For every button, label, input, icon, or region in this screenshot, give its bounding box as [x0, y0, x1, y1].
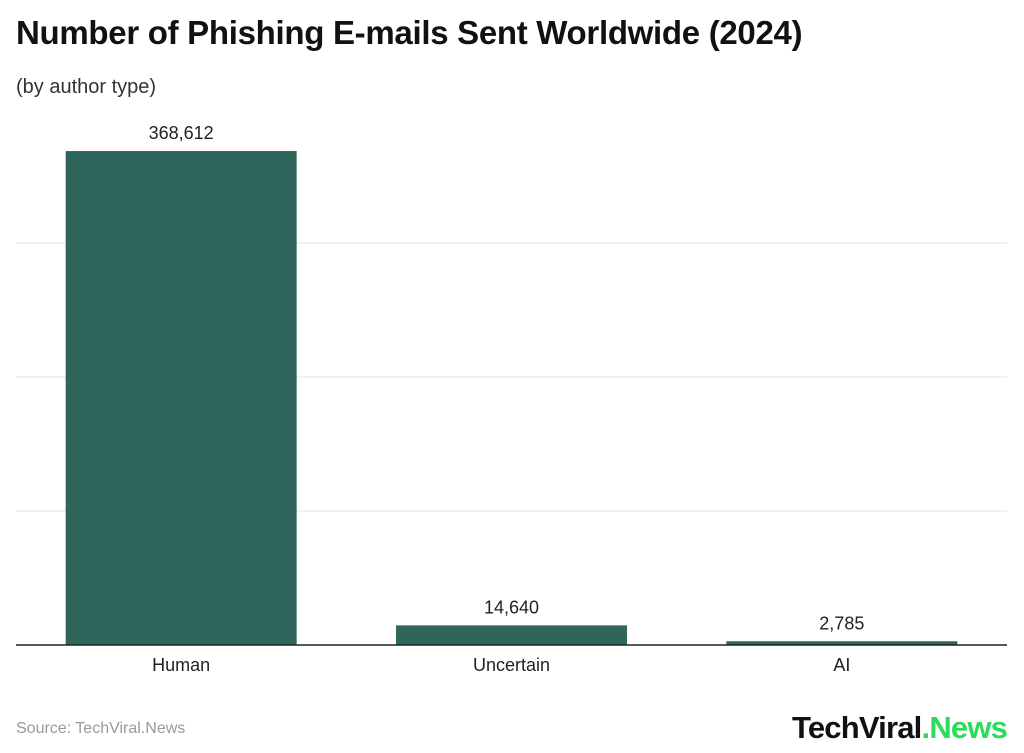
data-label: 2,785 [819, 613, 864, 633]
data-label: 14,640 [484, 597, 539, 617]
logo-main: TechViral [792, 710, 922, 745]
bar-chart: 368,612 Human 14,640 Uncertain 2,785 AI [16, 123, 1007, 675]
chart-title: Number of Phishing E-mails Sent Worldwid… [16, 14, 803, 51]
chart-subtitle: (by author type) [16, 76, 157, 98]
source-note: Source: TechViral.News [16, 720, 186, 737]
data-label: 368,612 [149, 123, 214, 143]
x-tick-label: Human [152, 655, 210, 675]
x-tick-label: Uncertain [473, 655, 550, 675]
x-tick-label: AI [833, 655, 850, 675]
bar-uncertain [396, 625, 627, 645]
logo-accent: .News [921, 710, 1008, 745]
bar-ai [726, 641, 958, 645]
bar-human [65, 151, 297, 645]
logo: TechViral.News [792, 710, 1008, 746]
